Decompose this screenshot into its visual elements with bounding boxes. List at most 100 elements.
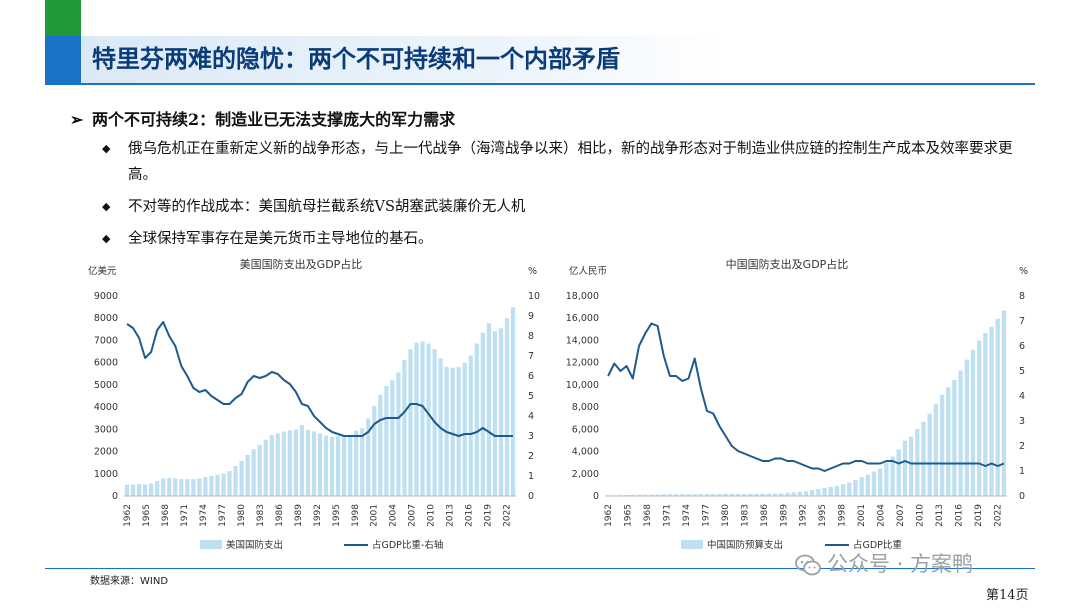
bar <box>366 418 371 496</box>
footer-rule <box>45 568 1035 569</box>
bar <box>348 434 353 496</box>
y-left-tick-label: 1000 <box>94 469 118 480</box>
bar <box>810 489 815 496</box>
x-tick-label: 1986 <box>275 504 285 527</box>
bar <box>263 439 268 496</box>
y-right-tick-label: 3 <box>528 431 534 442</box>
x-tick-label: 2016 <box>465 504 475 527</box>
diamond-bullet-icon: ◆ <box>102 142 111 155</box>
x-tick-label: 2019 <box>974 504 984 527</box>
x-tick-label: 1983 <box>256 504 266 527</box>
bar <box>958 370 963 496</box>
bullet-text: 全球保持军事存在是美元货币主导地位的基石。 <box>128 231 433 247</box>
x-tick-label: 1971 <box>663 504 673 527</box>
bar <box>390 380 395 496</box>
bar <box>896 449 901 496</box>
bar <box>173 478 178 496</box>
section-heading: ➢ 两个不可持续2：制造业已无法支撑庞大的军力需求 <box>70 106 455 130</box>
bar <box>964 359 969 496</box>
bar <box>293 429 298 496</box>
bar <box>649 494 654 496</box>
bar <box>480 332 485 496</box>
bar <box>698 494 704 496</box>
x-tick-label: 2007 <box>896 504 906 527</box>
x-tick-label: 2016 <box>954 504 964 527</box>
y-left-tick-label: 16,000 <box>566 313 599 324</box>
x-tick-label: 1962 <box>123 504 133 527</box>
page-number: 第14页 <box>986 588 1029 603</box>
x-tick-label: 2019 <box>484 504 494 527</box>
us-defense-chart: 美国国防支出及GDP占比 亿美元% 0 1000 2000 3000 4000 5000 600… <box>76 257 546 558</box>
bar <box>692 494 697 496</box>
bar <box>834 485 840 496</box>
x-tick-label: 2022 <box>993 504 1003 527</box>
bar <box>329 436 335 496</box>
bar <box>185 479 190 496</box>
diamond-bullet-icon: ◆ <box>102 232 111 245</box>
bar <box>245 454 250 496</box>
bar <box>239 460 244 496</box>
bar <box>847 482 852 496</box>
bar <box>492 331 498 496</box>
y-right-tick-label: 5 <box>528 391 534 402</box>
bar <box>686 494 691 496</box>
bar <box>859 477 864 496</box>
watermark-text: 公众号 · 方案鸭 <box>827 552 974 576</box>
bullet-text: 俄乌危机正在重新定义新的战争形态，与上一代战争（海湾战争以来）相比，新的战争形态… <box>128 141 1013 183</box>
bar <box>317 433 323 496</box>
y-left-tick-label: 8000 <box>94 313 118 324</box>
y-left-tick-label: 4000 <box>94 402 118 413</box>
y-left-tick-label: 12,000 <box>566 358 599 369</box>
x-tick-label: 1965 <box>142 504 152 527</box>
x-tick-label: 1998 <box>351 504 361 527</box>
x-tick-label: 2010 <box>915 504 925 527</box>
bar <box>149 483 154 496</box>
x-tick-label: 1986 <box>760 504 770 527</box>
y-right-unit: % <box>528 266 537 277</box>
chart-title: 中国国防支出及GDP占比 <box>726 258 849 271</box>
bar <box>396 372 401 496</box>
y-right-tick-label: 4 <box>528 411 534 422</box>
bar <box>474 343 479 496</box>
bar <box>977 340 982 496</box>
bar <box>486 323 491 496</box>
y-left-tick-label: 3000 <box>94 424 118 435</box>
title-underline <box>45 83 1035 85</box>
bar <box>372 406 377 496</box>
y-right-tick-label: 8 <box>528 331 534 342</box>
x-tick-label: 1971 <box>180 504 190 527</box>
bar <box>908 436 914 496</box>
y-left-tick-label: 14,000 <box>566 335 599 346</box>
bar <box>995 318 1000 496</box>
bar <box>970 349 976 496</box>
bar <box>311 431 317 496</box>
bar <box>510 307 516 496</box>
arrow-bullet-icon: ➢ <box>70 110 84 129</box>
x-tick-label: 2004 <box>877 504 887 527</box>
legend-line-label: 占GDP比重-右轴 <box>372 539 443 551</box>
legend-line-label: 占GDP比重 <box>853 539 902 551</box>
bar <box>335 435 341 496</box>
y-right-unit: % <box>1019 266 1028 277</box>
x-tick-label: 2004 <box>389 504 399 527</box>
bar <box>630 494 635 496</box>
x-tick-label: 1968 <box>161 504 171 527</box>
bar <box>378 394 383 496</box>
bar <box>408 349 413 496</box>
bar <box>748 494 753 496</box>
bar <box>420 341 425 496</box>
bar <box>921 421 926 496</box>
y-left-tick-label: 0 <box>112 491 118 502</box>
y-left-tick-label: 6,000 <box>572 424 599 435</box>
bar <box>822 488 827 496</box>
watermark: 公众号 · 方案鸭 <box>795 548 973 578</box>
bar <box>269 435 274 496</box>
bar <box>952 380 957 496</box>
bar <box>136 484 142 496</box>
bar <box>735 494 741 496</box>
bullet-text: 不对等的作战成本：美国航母拦截系统VS胡塞武装廉价无人机 <box>128 199 526 215</box>
bar <box>498 328 504 496</box>
x-tick-label: 1992 <box>799 504 809 527</box>
bar <box>741 494 747 496</box>
